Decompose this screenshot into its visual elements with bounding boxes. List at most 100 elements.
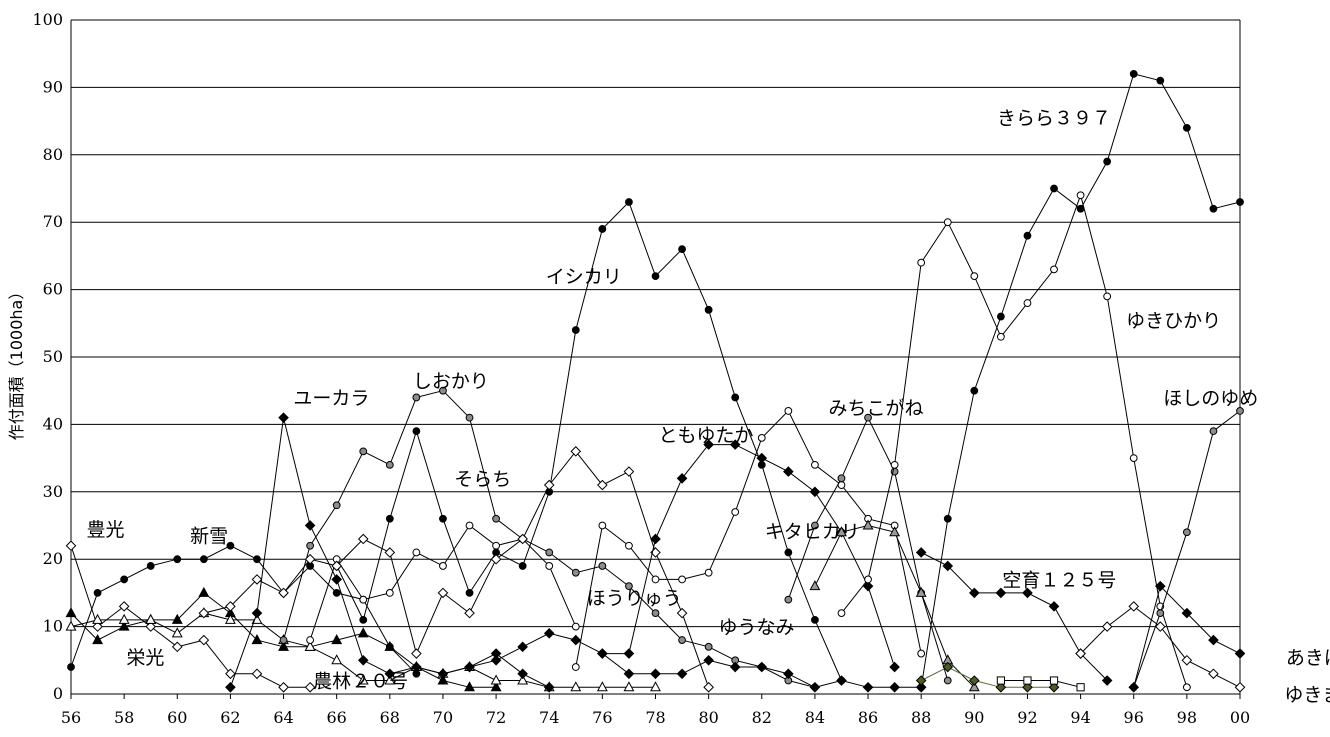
data-point xyxy=(304,681,316,693)
data-point xyxy=(465,521,474,530)
data-point xyxy=(1101,621,1113,632)
data-point xyxy=(145,621,157,632)
series-20 xyxy=(809,519,980,692)
data-point xyxy=(784,407,793,415)
series-label: みちこがね xyxy=(829,398,924,420)
data-point xyxy=(915,586,927,597)
data-point xyxy=(704,305,713,314)
data-point xyxy=(1182,528,1191,537)
data-point xyxy=(1048,681,1060,693)
series-group xyxy=(65,70,1246,693)
data-point xyxy=(623,668,635,680)
data-point xyxy=(171,627,183,638)
data-point xyxy=(650,668,661,680)
data-point xyxy=(331,560,342,572)
data-point xyxy=(464,681,475,692)
y-axis-label: 作付面積（1000ha） xyxy=(7,284,26,441)
series-18 xyxy=(1128,580,1246,693)
data-point xyxy=(943,218,952,227)
data-point xyxy=(651,575,660,584)
data-point xyxy=(226,541,235,550)
data-point xyxy=(198,634,210,646)
data-point xyxy=(811,615,819,624)
series-14 xyxy=(837,191,1191,692)
series-21 xyxy=(915,661,1060,693)
data-point xyxy=(598,562,607,570)
series-line xyxy=(1133,585,1241,688)
data-point xyxy=(1208,634,1219,646)
data-point xyxy=(545,548,554,557)
data-point xyxy=(518,562,527,570)
data-point xyxy=(731,508,740,516)
data-point xyxy=(384,674,396,685)
data-point xyxy=(411,661,422,673)
x-tick-label: 80 xyxy=(698,708,718,727)
data-point xyxy=(1101,675,1113,686)
series-10 xyxy=(464,628,927,693)
data-point xyxy=(1023,299,1032,307)
data-point xyxy=(917,258,926,267)
x-tick-label: 90 xyxy=(964,708,984,727)
data-point xyxy=(651,272,660,281)
series-line xyxy=(920,552,1108,681)
data-point xyxy=(490,681,502,692)
series-label: キタヒカリ xyxy=(765,521,860,543)
series-17 xyxy=(1129,407,1244,692)
data-point xyxy=(996,676,1005,685)
series-label: ユーカラ xyxy=(293,387,369,409)
data-point xyxy=(543,681,555,693)
data-point xyxy=(784,595,793,604)
data-point xyxy=(571,568,580,577)
data-point xyxy=(1181,654,1193,666)
data-point xyxy=(545,562,554,570)
x-tick-label: 82 xyxy=(752,708,772,727)
data-point xyxy=(597,479,608,491)
data-point xyxy=(331,634,343,645)
x-tick-label: 86 xyxy=(858,708,878,727)
x-tick-label: 68 xyxy=(380,708,400,727)
data-point xyxy=(1208,668,1219,680)
data-point xyxy=(65,607,77,618)
data-point xyxy=(943,676,952,685)
data-point xyxy=(517,533,528,545)
data-point xyxy=(357,533,369,545)
series-label: しおかり xyxy=(413,371,489,393)
data-point xyxy=(1076,683,1085,692)
data-point xyxy=(570,634,582,646)
y-tick-label: 80 xyxy=(43,145,63,164)
series-label: 農林２０号 xyxy=(313,671,408,693)
series-label: 空育１２５号 xyxy=(1002,569,1116,591)
data-point xyxy=(811,460,819,469)
grid-lines xyxy=(71,19,1240,628)
data-point xyxy=(1050,265,1058,274)
data-point xyxy=(437,668,449,680)
x-tick-label: 72 xyxy=(486,708,506,727)
data-point xyxy=(225,601,236,612)
data-point xyxy=(1154,580,1166,592)
data-point xyxy=(306,541,315,550)
data-point xyxy=(412,427,421,436)
series-line xyxy=(70,545,417,675)
data-point xyxy=(996,312,1005,321)
data-point xyxy=(1209,204,1218,213)
data-point xyxy=(357,674,369,685)
data-point xyxy=(811,521,819,530)
data-point xyxy=(1103,292,1112,301)
data-point xyxy=(678,575,686,584)
data-point xyxy=(676,473,688,484)
data-point xyxy=(278,681,289,693)
y-tick-label: 10 xyxy=(43,617,63,636)
data-point xyxy=(862,681,874,693)
series-label: ともゆたか xyxy=(658,425,753,447)
data-point xyxy=(809,580,821,591)
data-point xyxy=(837,474,846,483)
data-point xyxy=(756,661,768,673)
data-point xyxy=(571,326,580,334)
data-point xyxy=(304,553,316,565)
data-point xyxy=(304,520,316,531)
x-tick-label: 88 xyxy=(911,708,931,727)
series-label: ゆうなみ xyxy=(718,617,794,639)
series-label: きらら３９７ xyxy=(997,108,1111,130)
data-point xyxy=(357,627,369,638)
series-label: イシカリ xyxy=(546,266,622,288)
